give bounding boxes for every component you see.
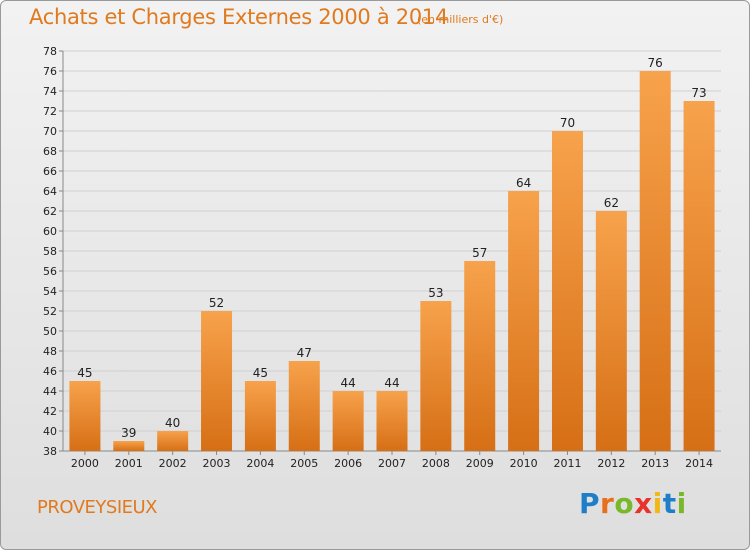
- y-tick-label: 40: [43, 425, 57, 438]
- logo-letter: P: [579, 487, 601, 520]
- bar-2005: [288, 361, 320, 451]
- y-tick-label: 78: [43, 45, 57, 58]
- bar-2009: [464, 261, 496, 451]
- bar-2003: [201, 311, 233, 451]
- bar-2011: [551, 131, 583, 451]
- x-tick-label: 2009: [466, 457, 494, 470]
- bar-2004: [244, 381, 276, 451]
- x-tick-label: 2013: [641, 457, 669, 470]
- x-tick-label: 2000: [71, 457, 99, 470]
- y-tick-label: 74: [43, 85, 57, 98]
- x-tick-label: 2010: [510, 457, 538, 470]
- value-label: 45: [253, 366, 268, 380]
- commune-name: PROVEYSIEUX: [37, 497, 158, 518]
- x-tick-label: 2003: [203, 457, 231, 470]
- value-label: 76: [648, 56, 663, 70]
- bar-2002: [157, 431, 189, 451]
- logo-letter: i: [676, 487, 687, 520]
- y-tick-label: 60: [43, 225, 57, 238]
- bar-2008: [420, 301, 452, 451]
- bar-2006: [332, 391, 364, 451]
- value-label: 64: [516, 176, 531, 190]
- proxiti-logo: Proxiti: [579, 487, 687, 520]
- y-tick-label: 46: [43, 365, 57, 378]
- value-label: 40: [165, 416, 180, 430]
- bar-2012: [595, 211, 627, 451]
- logo-letter: i: [652, 487, 663, 520]
- y-tick-labels: 38 40 42 44 46 48 50 52 54 56 58 60 62 64 66 68 70 72 74 76…: [43, 45, 57, 458]
- y-tick-label: 76: [43, 65, 57, 78]
- chart-title: Achats et Charges Externes 2000 à 2014: [29, 5, 449, 29]
- logo-letter: t: [662, 487, 677, 520]
- x-tick-label: 2005: [290, 457, 318, 470]
- chart-subtitle: (en milliers d'€): [417, 13, 504, 26]
- x-tick-label: 2007: [378, 457, 406, 470]
- x-tick-label: 2012: [597, 457, 625, 470]
- x-tick-label: 2006: [334, 457, 362, 470]
- value-label: 44: [340, 376, 355, 390]
- x-tick-label: 2008: [422, 457, 450, 470]
- bar-2010: [508, 191, 540, 451]
- y-tick-label: 72: [43, 105, 57, 118]
- logo-letter: r: [600, 487, 615, 520]
- y-tick-label: 62: [43, 205, 57, 218]
- x-tick-label: 2014: [685, 457, 713, 470]
- value-label: 57: [472, 246, 487, 260]
- y-tick-label: 42: [43, 405, 57, 418]
- x-tick-label: 2001: [115, 457, 143, 470]
- y-tick-label: 54: [43, 285, 57, 298]
- value-label: 62: [604, 196, 619, 210]
- x-tick-labels: 2000 2001 2002 2003 2004 2005 2006 2007 2008 2009…: [71, 457, 713, 470]
- x-tick-label: 2004: [246, 457, 274, 470]
- value-label: 44: [384, 376, 399, 390]
- x-tick-label: 2011: [553, 457, 581, 470]
- bar-2001: [113, 441, 145, 451]
- y-tick-label: 68: [43, 145, 57, 158]
- value-label: 39: [121, 426, 136, 440]
- bar-2007: [376, 391, 408, 451]
- y-tick-label: 66: [43, 165, 57, 178]
- y-tick-label: 52: [43, 305, 57, 318]
- value-label: 45: [77, 366, 92, 380]
- value-label: 47: [297, 346, 312, 360]
- y-tick-label: 58: [43, 245, 57, 258]
- y-tick-label: 48: [43, 345, 57, 358]
- bars: [69, 71, 715, 451]
- value-label: 70: [560, 116, 575, 130]
- y-tick-label: 70: [43, 125, 57, 138]
- value-label: 73: [691, 86, 706, 100]
- value-labels: 45 39 40 52 45 47 44 44 53 57 64 70 62 76 73: [77, 56, 706, 440]
- y-tick-label: 44: [43, 385, 57, 398]
- value-label: 53: [428, 286, 443, 300]
- y-tick-label: 56: [43, 265, 57, 278]
- logo-letter: o: [614, 487, 635, 520]
- x-tick-label: 2002: [159, 457, 187, 470]
- y-tick-label: 38: [43, 445, 57, 458]
- logo-letter: x: [634, 487, 653, 520]
- y-tick-label: 64: [43, 185, 57, 198]
- value-label: 52: [209, 296, 224, 310]
- bar-2013: [639, 71, 671, 451]
- y-tick-label: 50: [43, 325, 57, 338]
- bar-2014: [683, 101, 715, 451]
- bar-2000: [69, 381, 101, 451]
